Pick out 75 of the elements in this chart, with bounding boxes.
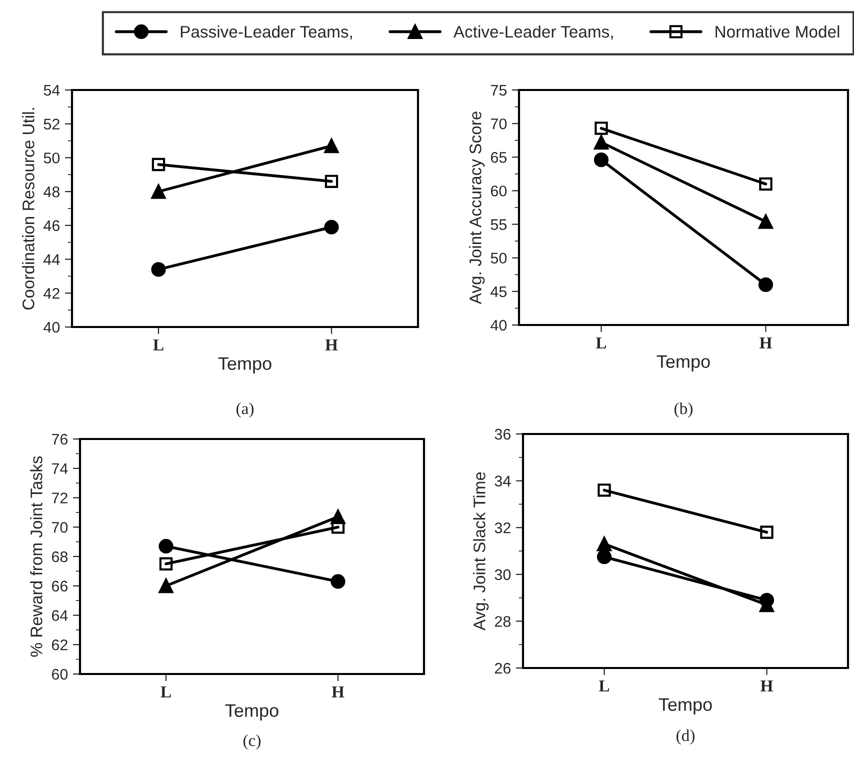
y-axis-title: Avg. Joint Accuracy Score	[469, 112, 485, 304]
x-tick-label: H	[760, 680, 773, 692]
x-tick-label: H	[332, 686, 344, 698]
x-axis-title: Tempo	[658, 698, 712, 715]
y-tick-label: 34	[494, 476, 511, 486]
point	[324, 174, 338, 188]
y-axis-title: Avg. Joint Slack Time	[473, 472, 489, 630]
y-tick-label: 50	[490, 252, 507, 264]
y-tick-label: 44	[44, 254, 60, 265]
y-tick-label: 28	[494, 616, 511, 627]
y-tick-label: 60	[490, 186, 507, 196]
point	[598, 484, 611, 497]
point	[324, 220, 339, 234]
y-tick-label: 26	[494, 662, 511, 674]
text: (b)	[674, 402, 692, 418]
y-tick-label: 76	[52, 434, 68, 445]
y-tick-label: 68	[52, 551, 68, 562]
y-tick-label: 42	[44, 288, 60, 299]
point	[596, 536, 612, 552]
y-tick-label: 70	[490, 118, 507, 130]
y-tick-label: 52	[44, 118, 60, 130]
y-tick-label: 40	[44, 322, 60, 333]
text: (a)	[236, 402, 254, 418]
y-tick-label: 55	[490, 219, 507, 230]
x-tick-label: L	[160, 686, 171, 698]
y-tick-label: 72	[52, 492, 68, 504]
point	[594, 152, 609, 168]
y-tick-label: 50	[44, 152, 60, 164]
point	[330, 574, 346, 589]
y-tick-label: 54	[44, 85, 60, 96]
y-tick-label: 36	[494, 428, 511, 440]
y-tick-label: 32	[494, 522, 510, 534]
y-tick-label: 75	[490, 85, 507, 96]
y-tick-label: 64	[52, 610, 68, 621]
y-tick-label: 46	[44, 220, 60, 232]
y-tick-label: 62	[52, 639, 68, 650]
point	[594, 135, 609, 150]
point	[758, 277, 774, 292]
x-tick-label: L	[153, 339, 164, 350]
x-tick-label: L	[598, 680, 610, 692]
legend-label: Normative Model	[716, 25, 840, 38]
point	[158, 578, 174, 594]
x-axis-title: Tempo	[656, 355, 710, 372]
x-axis-title: Tempo	[225, 704, 278, 721]
y-tick-label: 74	[52, 463, 68, 474]
y-tick-label: 40	[490, 320, 507, 331]
point	[151, 184, 166, 199]
y-axis-title: % Reward from Joint Tasks	[30, 456, 42, 657]
point	[331, 520, 345, 534]
point	[596, 550, 612, 564]
y-tick-label: 70	[52, 522, 68, 533]
x-tick-label: H	[325, 339, 338, 350]
point	[594, 122, 608, 135]
y-tick-label: 65	[490, 152, 507, 163]
point	[324, 138, 339, 154]
y-tick-label: 66	[52, 580, 68, 592]
point	[159, 557, 173, 570]
y-tick-label: 30	[494, 569, 511, 580]
y-tick-label: 48	[44, 186, 60, 198]
x-axis-title: Tempo	[218, 357, 272, 374]
x-tick-label: H	[760, 337, 772, 348]
y-tick-label: 45	[490, 286, 507, 298]
point	[759, 177, 772, 191]
legend-label: Active-Leader Teams,	[453, 25, 613, 40]
legend-label: Passive-Leader Teams,	[180, 25, 352, 40]
text: (c)	[243, 734, 261, 750]
point	[158, 538, 174, 554]
y-axis-title: Coordination Resource Util.	[22, 108, 34, 310]
text: (d)	[676, 729, 694, 745]
point	[758, 214, 774, 229]
y-tick-label: 60	[52, 668, 68, 680]
x-tick-label: L	[596, 337, 606, 348]
point	[151, 262, 166, 277]
point	[152, 158, 166, 172]
point	[760, 526, 774, 539]
